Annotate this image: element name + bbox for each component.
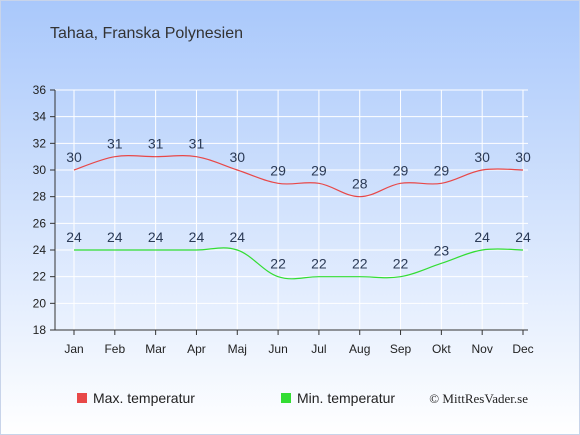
data-label-max: 30 [66,149,82,165]
y-tick-label: 18 [33,323,47,337]
data-label-max: 28 [352,176,368,192]
x-tick-label: Jul [311,342,326,356]
data-label-max: 30 [515,149,531,165]
data-label-max: 31 [107,136,123,152]
x-tick-label: Sep [390,342,412,356]
data-label-max: 29 [311,162,327,178]
series-line-max [73,155,524,198]
legend-label-min: Min. temperatur [297,390,395,406]
legend-label-max: Max. temperatur [93,390,195,406]
x-tick-label: Feb [104,342,125,356]
x-tick-label: Mar [145,342,166,356]
x-tick-label: Nov [472,342,493,356]
data-label-max: 30 [474,149,490,165]
data-label-min: 24 [515,229,531,245]
chart-title: Tahaa, Franska Polynesien [50,25,243,42]
series-line-min [73,247,524,280]
credit-text: © MittResVader.se [429,391,528,406]
data-label-min: 24 [148,229,164,245]
y-tick-label: 36 [33,83,47,97]
data-label-max: 31 [189,136,205,152]
data-label-min: 24 [474,229,490,245]
x-tick-label: Aug [349,342,370,356]
data-label-max: 30 [229,149,245,165]
y-tick-label: 20 [33,296,47,310]
x-tick-label: Dec [512,342,533,356]
y-tick-label: 28 [33,190,47,204]
data-label-min: 24 [66,229,82,245]
data-label-max: 29 [270,162,286,178]
y-tick-label: 32 [33,136,47,150]
data-label-min: 24 [107,229,123,245]
data-label-min: 22 [393,256,409,272]
data-label-max: 29 [434,162,450,178]
x-tick-label: Maj [228,342,247,356]
x-tick-label: Jan [64,342,83,356]
data-label-max: 29 [393,162,409,178]
series-lines [73,155,524,280]
y-tick-label: 24 [33,243,47,257]
x-tick-label: Jun [268,342,287,356]
y-tick-label: 26 [33,216,47,230]
y-tick-label: 30 [33,163,47,177]
y-tick-label: 22 [33,270,47,284]
data-label-min: 22 [311,256,327,272]
data-label-min: 22 [352,256,368,272]
x-tick-label: Apr [187,342,206,356]
legend-swatch-max [77,393,87,403]
legend-swatch-min [281,393,291,403]
data-label-min: 24 [229,229,245,245]
y-tick-label: 34 [33,110,47,124]
data-label-max: 31 [148,136,164,152]
data-labels: 30 31 31 31 30 29 29 28 29 29 30 30 24 24 24 24 24 22 22 22… [66,136,531,272]
legend: Max. temperatur Min. temperatur [77,390,395,406]
data-label-min: 23 [434,242,450,258]
data-label-min: 22 [270,256,286,272]
grid-lines [55,89,528,331]
x-tick-label: Okt [432,342,451,356]
axes: 18 20 22 24 26 28 30 32 34 36 Jan Feb Mar Apr Maj Jun Ju… [33,83,534,356]
data-label-min: 24 [189,229,205,245]
